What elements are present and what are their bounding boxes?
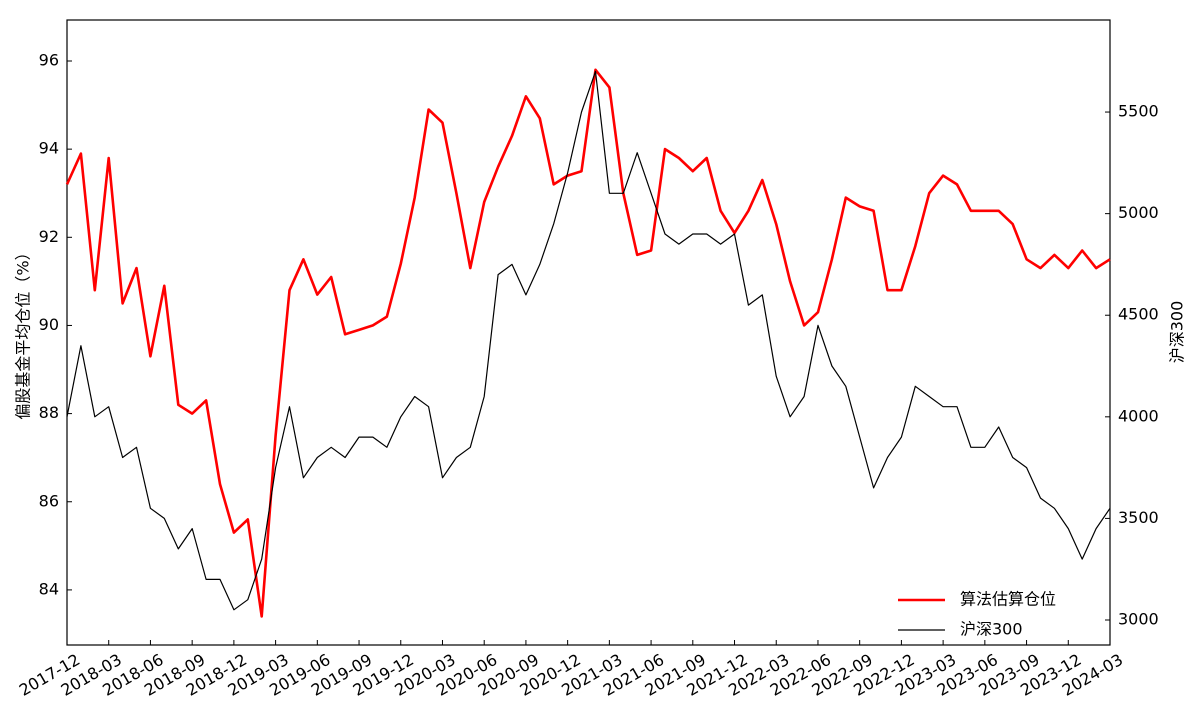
y-tick-label: 84 [39,579,59,598]
legend-label: 算法估算仓位 [960,590,1056,609]
y2-tick-label: 5500 [1118,102,1159,121]
series-line [65,68,1111,618]
y-tick-label: 96 [39,50,59,69]
y2-tick-label: 3500 [1118,508,1159,527]
y2-tick-label: 5000 [1118,203,1159,222]
y2-tick-label: 3000 [1118,610,1159,629]
y-axis-label: 偏股基金平均仓位（%） [14,244,33,419]
y-tick-label: 86 [39,491,59,510]
plot-frame [66,19,1111,646]
y-tick-label: 94 [39,139,59,158]
y-tick-label: 88 [39,403,59,422]
y2-tick-label: 4000 [1118,406,1159,425]
y-tick-label: 90 [39,315,59,334]
legend-label: 沪深300 [960,620,1023,639]
series-line [66,70,1111,611]
y2-tick-label: 4500 [1118,305,1159,324]
y2-axis-label: 沪深300 [1168,301,1187,364]
y-tick-label: 92 [39,227,59,246]
